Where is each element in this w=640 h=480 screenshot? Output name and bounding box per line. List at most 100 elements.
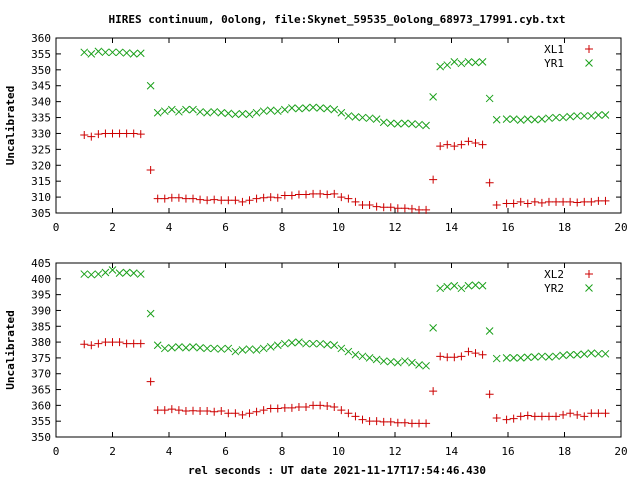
- data-point: [587, 349, 596, 358]
- data-point: [266, 404, 275, 413]
- data-point: [464, 281, 473, 290]
- data-point: [115, 269, 124, 277]
- legend-label: XL1: [544, 43, 564, 56]
- data-point: [443, 353, 452, 362]
- data-point: [594, 111, 603, 119]
- data-point: [245, 345, 254, 353]
- data-point: [351, 412, 360, 421]
- data-point: [538, 352, 546, 361]
- y-tick-label: 405: [31, 257, 51, 270]
- data-point: [136, 339, 145, 348]
- data-point: [189, 194, 198, 203]
- data-point: [153, 341, 162, 350]
- data-point: [160, 406, 169, 415]
- data-point: [224, 409, 233, 418]
- data-point: [450, 353, 459, 362]
- legend-label: YR1: [544, 57, 564, 70]
- data-point: [309, 189, 318, 198]
- y-tick-label: 350: [31, 431, 51, 444]
- data-point: [302, 339, 310, 348]
- data-point: [129, 129, 138, 138]
- y-tick-label: 325: [31, 143, 51, 156]
- data-point: [153, 194, 162, 203]
- x-tick-label: 10: [332, 221, 345, 234]
- data-point: [182, 343, 190, 352]
- y-tick-label: 305: [31, 207, 51, 220]
- x-tick-label: 8: [279, 445, 286, 458]
- data-point: [252, 108, 261, 117]
- data-point: [492, 414, 501, 423]
- data-point: [471, 281, 480, 289]
- data-point: [358, 415, 367, 424]
- x-tick-label: 10: [332, 445, 345, 458]
- data-point: [344, 194, 353, 203]
- data-point: [523, 353, 532, 362]
- data-point: [252, 194, 261, 203]
- data-point: [485, 327, 494, 335]
- series-XL2: [80, 338, 610, 428]
- y-tick-label: 370: [31, 368, 51, 381]
- data-point: [478, 281, 487, 290]
- data-point: [545, 114, 553, 123]
- data-point: [365, 114, 374, 123]
- data-point: [94, 47, 103, 56]
- data-point: [537, 412, 546, 421]
- data-point: [146, 166, 155, 175]
- y-tick-label: 395: [31, 289, 51, 302]
- data-point: [330, 341, 339, 350]
- data-point: [436, 284, 445, 293]
- data-point: [80, 270, 89, 278]
- data-point: [266, 342, 275, 351]
- data-point: [87, 270, 96, 279]
- data-point: [294, 402, 303, 411]
- data-point: [323, 340, 332, 349]
- series-YR1: [80, 47, 610, 130]
- data-point: [115, 338, 124, 347]
- data-point: [160, 107, 169, 116]
- data-point: [587, 112, 596, 120]
- data-point: [337, 406, 346, 415]
- data-point: [344, 347, 353, 356]
- x-tick-label: 8: [279, 221, 286, 234]
- data-point: [386, 203, 395, 212]
- data-point: [238, 197, 247, 206]
- data-point: [594, 409, 603, 418]
- bottom-panel: 0 2 4 6 8 10 12 14 16 18 20 350 355 360 365 370 375 380 38…: [4, 257, 628, 458]
- data-point: [502, 415, 511, 424]
- top-panel: 0 2 4 6 8 10 12 14 16 18 20 305 310 315 320 325 330 335 34…: [4, 32, 628, 234]
- data-point: [167, 105, 176, 114]
- data-point: [401, 119, 409, 128]
- data-point: [136, 270, 145, 278]
- data-point: [136, 49, 145, 58]
- data-point: [509, 414, 518, 423]
- data-point: [552, 412, 561, 421]
- data-point: [573, 198, 582, 207]
- x-tick-label: 16: [501, 445, 514, 458]
- data-point: [492, 201, 501, 210]
- y-tick-label: 365: [31, 384, 51, 397]
- data-point: [323, 401, 332, 410]
- x-tick-label: 12: [388, 221, 401, 234]
- data-point: [203, 407, 212, 416]
- data-point: [601, 349, 610, 358]
- x-tick-label: 0: [53, 445, 60, 458]
- data-point: [266, 106, 275, 115]
- y-tick-label: 345: [31, 80, 51, 93]
- data-point: [101, 48, 110, 57]
- data-point: [337, 193, 346, 202]
- x-axis-label: rel seconds : UT date 2021-11-17T17:54:4…: [188, 464, 486, 477]
- y-axis-label: Uncalibrated: [4, 310, 17, 389]
- y-tick-label: 335: [31, 112, 51, 125]
- data-point: [429, 324, 437, 332]
- data-point: [330, 105, 339, 114]
- data-point: [429, 93, 437, 101]
- data-point: [471, 139, 480, 147]
- data-point: [559, 351, 567, 360]
- data-point: [217, 196, 226, 205]
- legend-marker: [585, 284, 593, 292]
- data-point: [594, 349, 603, 358]
- data-point: [601, 196, 610, 205]
- data-point: [273, 193, 282, 202]
- data-point: [379, 203, 388, 212]
